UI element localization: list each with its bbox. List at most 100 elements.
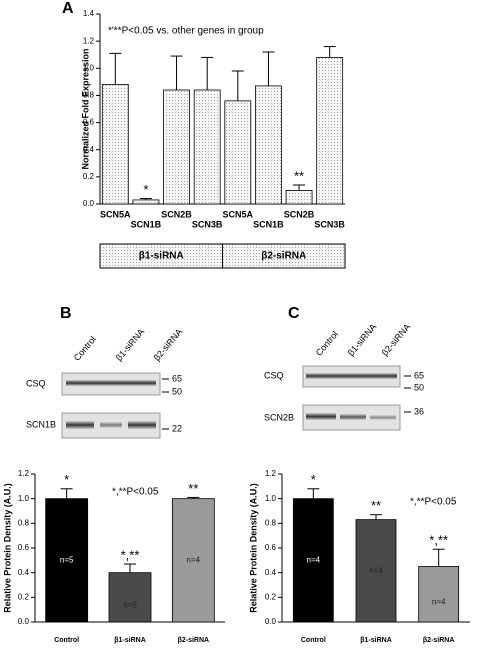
marker-label: 65 — [172, 373, 182, 383]
lane-label: Control — [314, 329, 340, 358]
marker-label: 65 — [414, 370, 424, 380]
x-tick-label: SCN1B — [131, 219, 162, 229]
marker-label: 22 — [172, 423, 182, 433]
x-tick-label: SCN1B — [253, 219, 284, 229]
y-tick-label: 1.4 — [83, 9, 95, 18]
panel-letter: A — [62, 0, 74, 17]
y-tick-label: 0.6 — [265, 543, 277, 552]
bar — [316, 57, 344, 205]
y-tick-label: 0.6 — [18, 543, 30, 552]
bar — [132, 199, 160, 205]
y-tick-label: 0.2 — [265, 592, 277, 601]
error-bar — [187, 496, 200, 499]
group-box — [222, 243, 346, 269]
bar — [171, 498, 215, 623]
y-tick-label: 0.0 — [83, 199, 95, 208]
error-bar — [262, 51, 275, 86]
bar — [193, 89, 221, 205]
x-tick-label: SCN3B — [192, 219, 223, 229]
y-tick-label: 0.2 — [83, 172, 95, 181]
note: *,**P<0.05 — [112, 487, 159, 498]
error-bar — [231, 70, 244, 101]
x-tick-label: β1-siRNA — [360, 637, 392, 644]
bar — [163, 89, 190, 205]
x-tick-label: β1-siRNA — [114, 637, 146, 644]
y-tick-label: 0.8 — [18, 518, 30, 527]
panel-letter: C — [288, 305, 300, 322]
lane-label: β2-siRNA — [152, 327, 185, 363]
blot-b — [61, 372, 161, 439]
x-tick-label: β2-siRNA — [178, 637, 210, 644]
bar — [355, 519, 397, 623]
note: *'**P<0.05 vs. other genes in group — [108, 26, 264, 37]
y-axis-label: Relative Protein Density (A.U.) — [248, 483, 258, 613]
y-axis-label: Relative Protein Density (A.U.) — [2, 483, 12, 613]
n-label: n=4 — [432, 597, 446, 606]
bar — [45, 498, 89, 623]
n-label: n=5 — [123, 600, 137, 609]
group-label: β2-siRNA — [261, 251, 306, 262]
x-tick-label: β2-siRNA — [423, 637, 455, 644]
y-tick-label: 1.2 — [18, 469, 30, 478]
error-bar — [109, 52, 122, 85]
error-bar — [201, 56, 214, 90]
y-tick-label: 1.0 — [18, 494, 30, 503]
n-label: n=5 — [60, 555, 74, 564]
blot-c — [302, 365, 401, 431]
bar — [255, 85, 282, 205]
y-axis-label: Normalized Fold Expression — [80, 48, 90, 169]
significance-label: ** — [371, 498, 381, 513]
bar — [285, 190, 313, 205]
note: *,**P<0.05 — [410, 497, 457, 508]
y-tick-label: 1.0 — [83, 63, 95, 72]
y-tick-label: 0.4 — [265, 568, 277, 577]
significance-label: * — [64, 472, 69, 487]
lane-label: β2-siRNA — [380, 322, 413, 358]
error-bar — [293, 184, 306, 191]
lane-label: Control — [72, 334, 98, 363]
error-bar — [124, 563, 136, 573]
x-tick-label: SCN2B — [161, 209, 192, 219]
bar — [101, 84, 129, 205]
significance-label: ** — [188, 481, 198, 496]
y-tick-label: 1.2 — [265, 469, 277, 478]
error-bar — [307, 488, 320, 499]
error-bar — [139, 198, 152, 200]
blot-row-label: SCN1B — [26, 419, 56, 429]
y-tick-label: 0.0 — [18, 617, 30, 626]
y-tick-label: 0.8 — [265, 518, 277, 527]
group-box — [99, 243, 223, 269]
x-tick-label: Control — [54, 637, 79, 644]
x-tick-label: SCN5A — [223, 209, 254, 219]
y-tick-label: 0.0 — [265, 617, 277, 626]
x-tick-label: Control — [301, 637, 326, 644]
marker-label: 36 — [414, 406, 424, 416]
significance-label: * — [143, 182, 148, 197]
group-label: β1-siRNA — [139, 251, 184, 262]
lane-label: β1-siRNA — [114, 327, 147, 363]
bar — [292, 498, 334, 623]
bar — [108, 572, 152, 623]
n-label: n=4 — [369, 566, 383, 575]
marker-label: 50 — [172, 386, 182, 396]
error-bar — [170, 55, 183, 90]
error-bar — [432, 548, 445, 567]
y-tick-label: 0.4 — [83, 145, 95, 154]
significance-label: * — [311, 472, 316, 487]
x-tick-label: SCN3B — [314, 219, 345, 229]
blot-row-label: CSQ — [264, 370, 284, 380]
bar — [224, 100, 252, 205]
y-tick-label: 0.8 — [83, 91, 95, 100]
error-bar — [323, 46, 336, 58]
blot-row-label: CSQ — [26, 378, 46, 388]
n-label: n=4 — [187, 555, 201, 564]
blot-row-label: SCN2B — [264, 412, 294, 422]
n-label: n=4 — [307, 555, 321, 564]
marker-label: 50 — [414, 382, 424, 392]
y-tick-label: 0.2 — [18, 592, 30, 601]
significance-label: *,** — [121, 547, 140, 562]
bar — [418, 566, 460, 623]
significance-label: *,** — [429, 533, 448, 548]
panel-letter: B — [60, 305, 72, 322]
